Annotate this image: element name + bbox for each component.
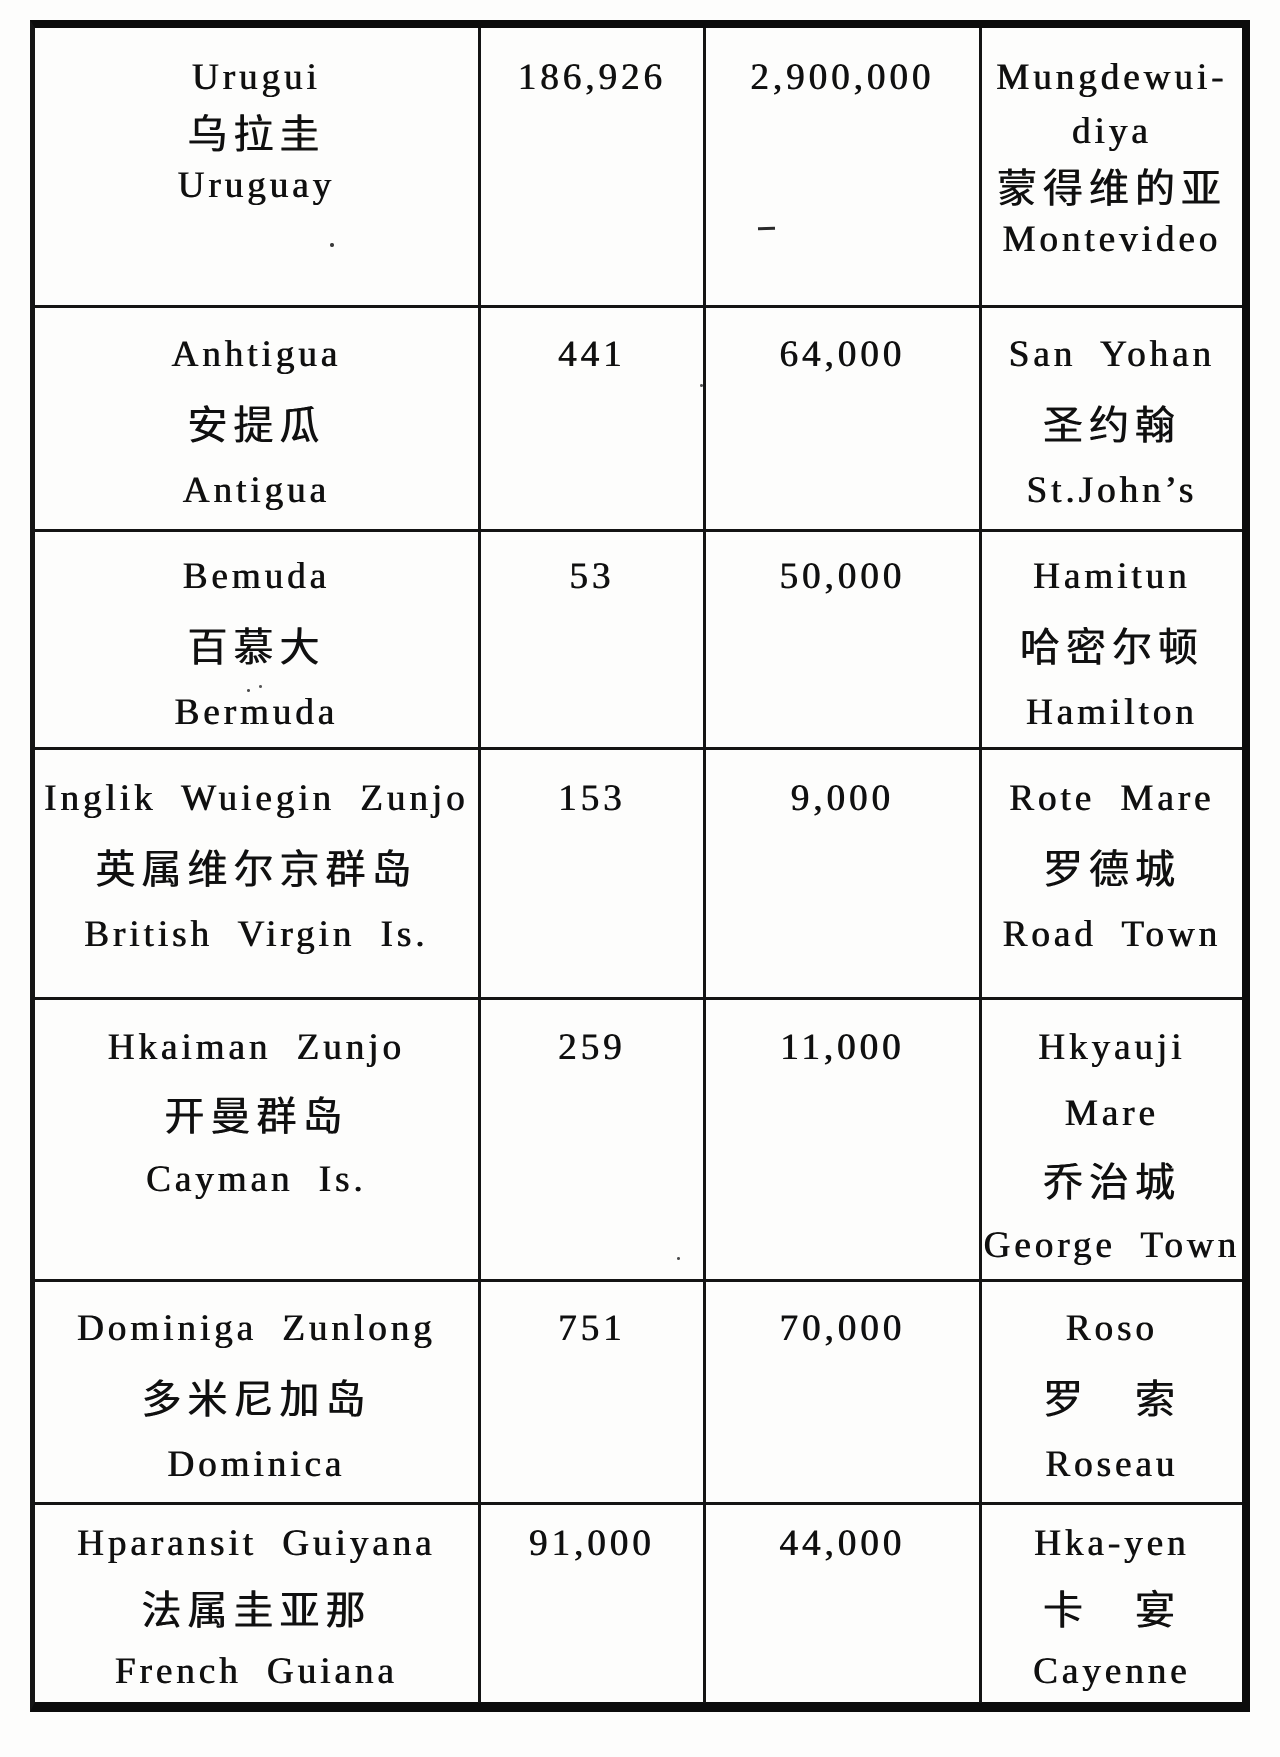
capital-name-line: 哈密尔顿 bbox=[1020, 625, 1204, 670]
country-name-line: Bemuda bbox=[182, 555, 331, 597]
country-name-line: 安提瓜 bbox=[187, 403, 326, 448]
cell-area: 186,926 bbox=[481, 28, 706, 308]
capital-name-line: St.John’s bbox=[1026, 469, 1198, 511]
country-name-line: Urugui bbox=[192, 56, 321, 98]
capital-name-line: Montevideo bbox=[1002, 218, 1222, 260]
country-name-line: British Virgin Is. bbox=[84, 913, 429, 955]
cell-capital: Roso 罗 索 Roseau bbox=[982, 1282, 1242, 1505]
capital-name-line: Rote Mare bbox=[1009, 777, 1215, 819]
cell-capital: Rote Mare 罗德城 Road Town bbox=[982, 750, 1242, 1000]
country-name-line: Hkaiman Zunjo bbox=[107, 1026, 406, 1068]
cell-population: 70,000 bbox=[706, 1282, 982, 1505]
country-name-line: 百慕大 bbox=[187, 625, 326, 670]
population-value: 64,000 bbox=[779, 333, 906, 375]
area-value: 186,926 bbox=[517, 56, 667, 98]
population-value: 11,000 bbox=[780, 1026, 905, 1068]
capital-name-line: 卡 宴 bbox=[1043, 1588, 1181, 1633]
cell-area: 751 bbox=[481, 1282, 706, 1505]
country-name-line: Bermuda bbox=[174, 691, 339, 733]
cell-name: Bemuda 百慕大 Bermuda bbox=[35, 532, 481, 750]
country-name-line: Antigua bbox=[182, 469, 331, 511]
country-name-line: Uruguay bbox=[177, 164, 336, 206]
cell-area: 441 bbox=[481, 308, 706, 532]
capital-name-line: Mare bbox=[1064, 1092, 1160, 1134]
capital-name-line: 蒙得维的亚 bbox=[997, 166, 1227, 211]
cell-population: 11,000 bbox=[706, 1000, 982, 1282]
cell-capital: Hkyauji Mare 乔治城 George Town bbox=[982, 1000, 1242, 1282]
capital-name-line: Mungdewui- bbox=[996, 56, 1228, 98]
country-name-line: Dominica bbox=[167, 1443, 346, 1485]
cell-area: 153 bbox=[481, 750, 706, 1000]
area-value: 259 bbox=[558, 1026, 626, 1068]
cell-area: 259 bbox=[481, 1000, 706, 1282]
area-value: 153 bbox=[558, 777, 626, 819]
capital-name-line: 圣约翰 bbox=[1043, 403, 1181, 448]
capital-name-line: Roseau bbox=[1045, 1443, 1179, 1485]
population-value: 50,000 bbox=[779, 555, 906, 597]
cell-capital: San Yohan 圣约翰 St.John’s bbox=[982, 308, 1242, 532]
country-name-line: Anhtigua bbox=[171, 333, 342, 375]
cell-name: Anhtigua 安提瓜 Antigua bbox=[35, 308, 481, 532]
cell-area: 53 bbox=[481, 532, 706, 750]
country-name-line: Hparansit Guiyana bbox=[77, 1522, 436, 1564]
capital-name-line: George Town bbox=[983, 1224, 1241, 1266]
cell-capital: Hka-yen 卡 宴 Cayenne bbox=[982, 1505, 1242, 1703]
capital-name-line: 罗 索 bbox=[1043, 1377, 1181, 1422]
cell-area: 91,000 bbox=[481, 1505, 706, 1703]
area-value: 751 bbox=[558, 1307, 626, 1349]
country-name-line: 英属维尔京群岛 bbox=[95, 847, 418, 892]
capital-name-line: Hka-yen bbox=[1034, 1522, 1190, 1564]
country-name-line: Dominiga Zunlong bbox=[77, 1307, 436, 1349]
capital-name-line: Road Town bbox=[1002, 913, 1222, 955]
area-value: 91,000 bbox=[529, 1522, 655, 1564]
population-value: 9,000 bbox=[790, 777, 895, 819]
cell-name: Dominiga Zunlong 多米尼加岛 Dominica bbox=[35, 1282, 481, 1505]
population-value: 2,900,000 bbox=[750, 56, 935, 98]
area-value: 441 bbox=[558, 333, 626, 375]
cell-capital: Mungdewui-diya 蒙得维的亚 Montevideo bbox=[982, 28, 1242, 308]
cell-name: Inglik Wuiegin Zunjo 英属维尔京群岛 British Virgi… bbox=[35, 750, 481, 1000]
capital-name-line: San Yohan bbox=[1008, 333, 1216, 375]
capital-name-line: Hkyauji bbox=[1038, 1026, 1186, 1068]
area-value: 53 bbox=[569, 555, 615, 597]
capital-name-line: Hamilton bbox=[1026, 691, 1198, 733]
cell-capital: Hamitun 哈密尔顿 Hamilton bbox=[982, 532, 1242, 750]
capital-name-line: diya bbox=[1072, 110, 1152, 152]
capital-name-line: Roso bbox=[1065, 1307, 1159, 1349]
capital-name-line: Hamitun bbox=[1033, 555, 1191, 597]
country-name-line: 多米尼加岛 bbox=[141, 1377, 372, 1422]
cell-name: Urugui 乌拉圭 Uruguay bbox=[35, 28, 481, 308]
cell-population: 44,000 bbox=[706, 1505, 982, 1703]
cell-population: 2,900,000 bbox=[706, 28, 982, 308]
country-table: Urugui 乌拉圭 Uruguay 186,926 2,900,000 Mungdewu… bbox=[30, 20, 1250, 1712]
cell-population: 64,000 bbox=[706, 308, 982, 532]
capital-name-line: 罗德城 bbox=[1043, 847, 1181, 892]
country-name-line: 开曼群岛 bbox=[164, 1094, 349, 1139]
cell-population: 9,000 bbox=[706, 750, 982, 1000]
cell-name: Hparansit Guiyana 法属圭亚那 French Guiana bbox=[35, 1505, 481, 1703]
country-name-line: Inglik Wuiegin Zunjo bbox=[44, 777, 469, 819]
country-name-line: 法属圭亚那 bbox=[141, 1588, 372, 1633]
population-value: 44,000 bbox=[779, 1522, 906, 1564]
country-name-line: 乌拉圭 bbox=[187, 112, 326, 157]
cell-population: 50,000 bbox=[706, 532, 982, 750]
country-name-line: Cayman Is. bbox=[146, 1158, 367, 1200]
population-value: 70,000 bbox=[779, 1307, 906, 1349]
cell-name: Hkaiman Zunjo 开曼群岛 Cayman Is. bbox=[35, 1000, 481, 1282]
country-name-line: French Guiana bbox=[115, 1650, 398, 1692]
capital-name-line: Cayenne bbox=[1033, 1650, 1191, 1692]
capital-name-line: 乔治城 bbox=[1043, 1160, 1181, 1205]
